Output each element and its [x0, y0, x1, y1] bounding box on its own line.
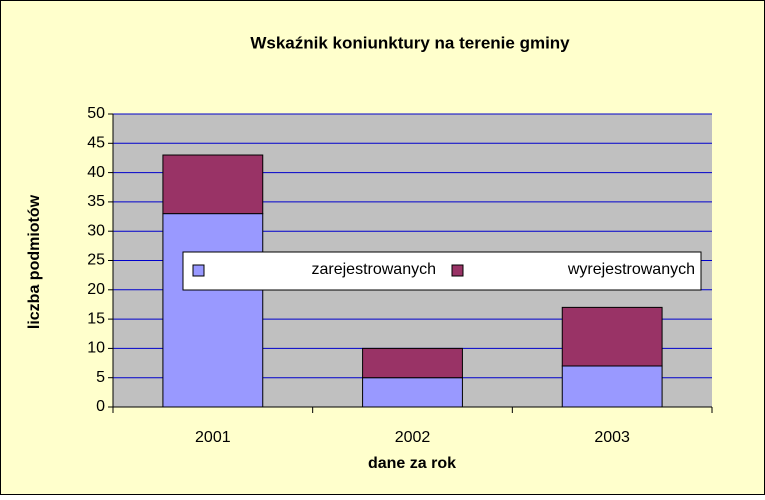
bar-segment: [362, 377, 463, 408]
x-tick-label: 2003: [594, 429, 630, 446]
y-tick-label: 50: [87, 105, 105, 122]
legend: [182, 251, 702, 291]
bar-segment: [561, 365, 663, 408]
x-tick-label: 2002: [395, 429, 431, 446]
y-tick-label: 30: [87, 222, 105, 239]
bar-segment: [362, 347, 463, 379]
legend-swatch: [451, 264, 464, 277]
y-axis-label: liczba podmiotów: [26, 194, 43, 329]
legend-label: zarejestrowanych: [312, 261, 437, 278]
x-tick-label: 2001: [195, 429, 231, 446]
y-tick-label: 0: [96, 398, 105, 415]
y-tick-label: 10: [87, 340, 105, 357]
legend-label: wyrejestrowanych: [567, 261, 695, 278]
y-tick-label: 45: [87, 135, 105, 152]
bar-segment: [162, 154, 264, 215]
y-tick-label: 25: [87, 252, 105, 269]
y-tick-label: 5: [96, 369, 105, 386]
bar-segment: [162, 213, 264, 408]
bar-segment: [561, 306, 663, 367]
chart-title: Wskaźnik koniunktury na terenie gminy: [250, 33, 570, 52]
y-tick-label: 20: [87, 281, 105, 298]
x-axis-label: dane za rok: [368, 455, 456, 472]
y-tick-label: 35: [87, 193, 105, 210]
legend-swatch: [192, 264, 205, 277]
y-tick-label: 15: [87, 310, 105, 327]
y-tick-label: 40: [87, 164, 105, 181]
